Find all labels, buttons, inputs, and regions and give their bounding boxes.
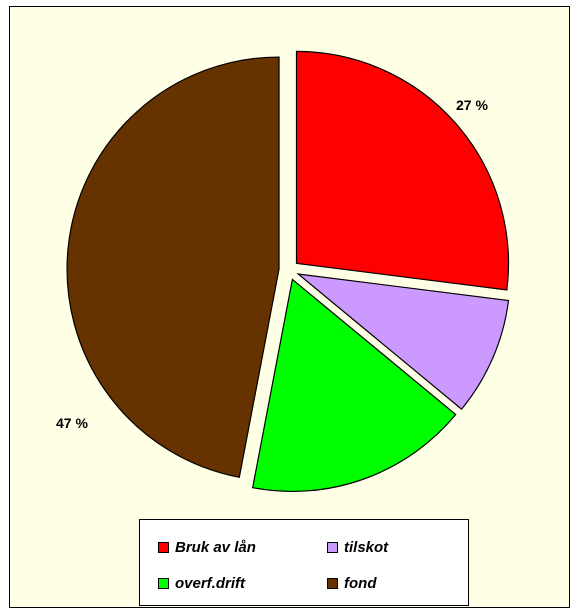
legend-swatch-brown <box>327 578 338 589</box>
legend-item-fond: fond <box>327 575 376 592</box>
legend-label: tilskot <box>344 539 389 556</box>
legend-item-overf-drift: overf.drift <box>158 575 245 592</box>
pie-slice-tilskot <box>296 273 510 410</box>
legend-swatch-lavender <box>327 542 338 553</box>
chart-area: 27 % 47 % Bruk av lån tilskot overf.drif… <box>9 6 570 608</box>
pie-slice-overf-drift <box>251 278 457 492</box>
legend: Bruk av lån tilskot overf.drift fond <box>139 519 469 606</box>
legend-swatch-green <box>158 578 169 589</box>
legend-label: Bruk av lån <box>175 539 256 556</box>
data-label-fond: 47 % <box>56 415 88 431</box>
legend-item-tilskot: tilskot <box>327 539 388 556</box>
legend-item-bruk-av-lan: Bruk av lån <box>158 539 256 556</box>
legend-label: overf.drift <box>175 575 246 592</box>
legend-swatch-red <box>158 542 169 553</box>
data-label-bruk-av-lan: 27 % <box>456 97 488 113</box>
pie-slice-fond <box>66 56 280 479</box>
pie-chart <box>66 50 510 492</box>
pie-slice-bruk-av-l-n <box>295 50 510 291</box>
legend-label: fond <box>344 575 377 592</box>
